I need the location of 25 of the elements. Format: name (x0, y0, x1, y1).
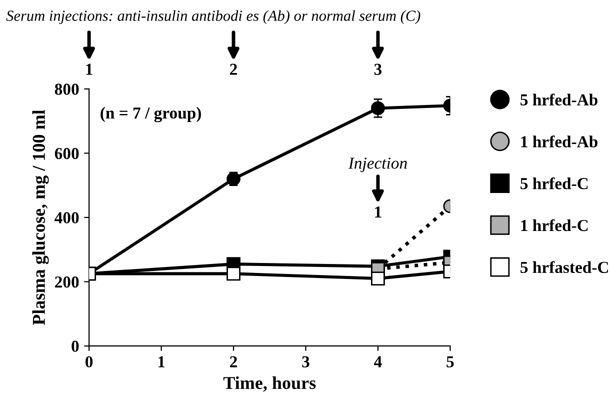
x-tick-label: 3 (302, 356, 310, 368)
legend-label: 5 hrfed-Ab (520, 94, 598, 106)
y-tick-label: 800 (54, 84, 79, 95)
y-axis-title: Plasma glucose, mg / 100 ml (32, 110, 49, 325)
x-tick-label: 4 (374, 356, 382, 368)
text: Serum injections: anti-insulin antibodi es (Ab) or normal serum (C) (6, 10, 420, 24)
x-tick-label: 1 (158, 356, 165, 368)
y-tick-label: 600 (54, 148, 79, 160)
y-tick-label: 200 (55, 276, 79, 288)
annotation: Injection (348, 158, 407, 172)
annotation: 1 (375, 206, 382, 218)
x-axis-title: Time, hours (223, 376, 316, 392)
legend-label: 1 hrfed-Ab (521, 135, 598, 148)
legend-label: 5 hrfasted-C (520, 261, 608, 274)
text: 2 (230, 64, 237, 75)
legend-label: 5 hrfed-C (520, 177, 588, 190)
y-tick-label: 0 (72, 340, 79, 352)
y-tick-label: 400 (54, 212, 79, 224)
legend-label: 1 hrfed-C (521, 219, 588, 232)
text: 3 (374, 64, 382, 75)
text: 1 (86, 64, 92, 75)
x-tick-label: 0 (86, 356, 93, 368)
annotation: (n = 7 / group) (100, 106, 201, 122)
x-tick-label: 2 (230, 356, 237, 368)
x-tick-label: 5 (446, 356, 454, 368)
